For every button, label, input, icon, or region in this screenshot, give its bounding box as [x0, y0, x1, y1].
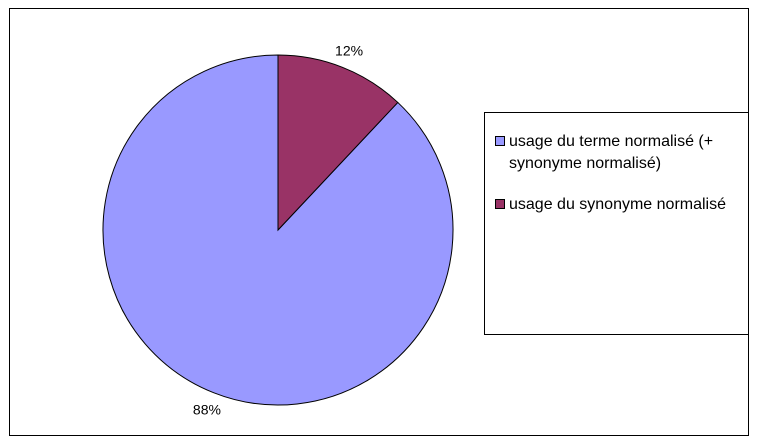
data-label-standard-term: 88%	[193, 401, 221, 417]
legend-swatch-standard-term	[495, 136, 505, 146]
legend: usage du terme normalisé (+ synonyme nor…	[484, 112, 749, 335]
legend-entry-standard-term: usage du terme normalisé (+ synonyme nor…	[495, 131, 740, 175]
legend-label-standard-term: usage du terme normalisé (+ synonyme nor…	[509, 133, 714, 172]
chart-area: 88% 12% usage du terme normalisé (+ synon…	[9, 8, 749, 436]
legend-entry-synonym: usage du synonyme normalisé	[495, 194, 740, 216]
pie-chart: 88% 12%	[102, 43, 454, 417]
data-label-synonym: 12%	[335, 43, 363, 59]
legend-label-synonym: usage du synonyme normalisé	[509, 196, 727, 213]
legend-swatch-synonym	[495, 199, 505, 209]
pie-slice-synonym	[277, 54, 399, 232]
